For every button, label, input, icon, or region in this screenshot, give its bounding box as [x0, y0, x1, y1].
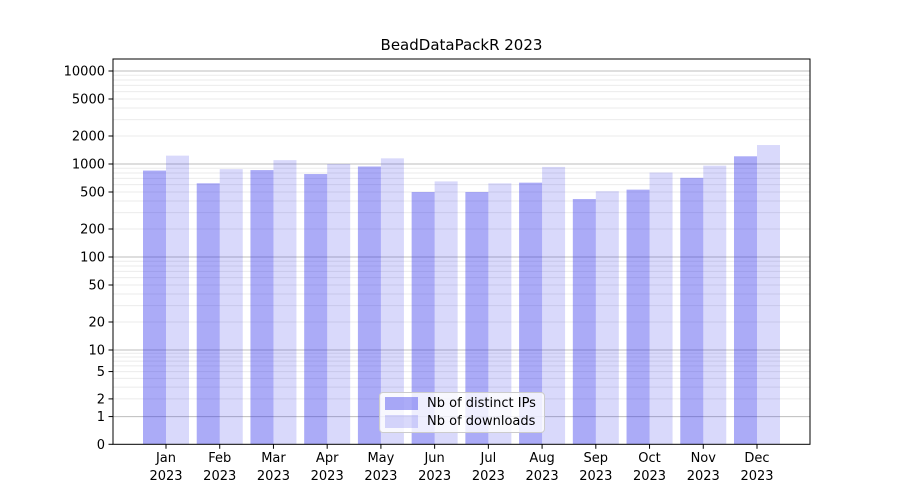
bar-nb-of-downloads-feb — [219, 169, 243, 445]
y-tick-label: 2 — [97, 392, 105, 407]
legend-swatch-distinct-ips — [385, 397, 418, 411]
bar-nb-of-distinct-ips-apr — [304, 174, 328, 445]
bar-nb-of-distinct-ips-sep — [572, 199, 596, 445]
x-tick-label-month: May — [367, 451, 394, 466]
y-tick-label: 100 — [80, 251, 105, 266]
legend-label-downloads: Nb of downloads — [427, 413, 536, 429]
x-tick-label-year: 2023 — [257, 469, 290, 484]
legend: Nb of distinct IPs Nb of downloads — [379, 392, 545, 433]
y-tick-label: 20 — [88, 316, 105, 331]
bar-nb-of-distinct-ips-jul — [465, 191, 489, 445]
x-tick-label-year: 2023 — [364, 469, 397, 484]
x-tick-label-year: 2023 — [579, 469, 612, 484]
legend-item-distinct-ips: Nb of distinct IPs — [385, 396, 540, 411]
bar-nb-of-downloads-jan — [166, 155, 189, 445]
bar-nb-of-distinct-ips-feb — [196, 183, 220, 445]
x-tick-label-year: 2023 — [418, 469, 451, 484]
y-tick-label: 50 — [88, 278, 105, 293]
x-tick-label-month: Jun — [423, 451, 444, 466]
x-tick-label-month: Jul — [480, 451, 497, 466]
bar-nb-of-downloads-apr — [327, 164, 351, 445]
bar-nb-of-distinct-ips-dec — [733, 156, 757, 445]
x-tick-label-month: Dec — [744, 451, 769, 466]
x-tick-label-year: 2023 — [203, 469, 236, 484]
x-tick-label-year: 2023 — [472, 469, 505, 484]
x-tick-label-month: Oct — [638, 451, 660, 466]
y-tick-label: 5000 — [72, 92, 105, 107]
bar-nb-of-downloads-jun — [434, 181, 458, 445]
x-tick-label-month: Aug — [529, 451, 554, 466]
bar-nb-of-downloads-aug — [542, 166, 566, 445]
bar-nb-of-downloads-nov — [703, 165, 727, 445]
y-tick-label: 1000 — [72, 158, 105, 173]
y-tick-label: 1 — [97, 410, 105, 425]
x-tick-label-month: Nov — [691, 451, 717, 466]
y-tick-label: 10000 — [64, 65, 105, 80]
bar-nb-of-distinct-ips-jun — [411, 191, 435, 445]
bar-nb-of-distinct-ips-oct — [626, 189, 650, 445]
bar-nb-of-downloads-dec — [756, 145, 780, 445]
bar-nb-of-downloads-jul — [488, 183, 512, 445]
legend-item-downloads: Nb of downloads — [385, 414, 540, 429]
legend-swatch-downloads — [385, 414, 418, 428]
x-tick-label-year: 2023 — [687, 469, 720, 484]
x-tick-label-year: 2023 — [740, 469, 773, 484]
y-tick-label: 10 — [88, 344, 105, 359]
x-tick-label-year: 2023 — [149, 469, 182, 484]
bar-nb-of-distinct-ips-aug — [519, 182, 543, 445]
x-tick-label-month: Sep — [584, 451, 609, 466]
bar-nb-of-distinct-ips-nov — [680, 177, 704, 445]
x-tick-label-month: Feb — [208, 451, 231, 466]
y-tick-label: 2000 — [72, 130, 105, 145]
bar-nb-of-downloads-may — [380, 158, 404, 445]
x-tick-label-year: 2023 — [311, 469, 344, 484]
y-tick-label: 200 — [80, 223, 105, 238]
x-tick-label-month: Apr — [316, 451, 339, 466]
legend-label-distinct-ips: Nb of distinct IPs — [427, 396, 536, 412]
x-tick-label-year: 2023 — [633, 469, 666, 484]
bar-nb-of-distinct-ips-may — [357, 166, 381, 445]
bar-nb-of-distinct-ips-jan — [143, 170, 166, 445]
x-tick-label-month: Mar — [261, 451, 286, 466]
bar-nb-of-distinct-ips-mar — [250, 170, 274, 445]
bar-nb-of-downloads-sep — [595, 191, 619, 445]
y-tick-label: 0 — [97, 438, 105, 453]
plot-border — [112, 58, 811, 445]
y-tick-label: 5 — [97, 365, 105, 380]
chart-title: BeadDataPackR 2023 — [380, 36, 543, 54]
bar-nb-of-downloads-oct — [649, 172, 673, 445]
bar-nb-of-downloads-mar — [273, 160, 297, 445]
x-tick-label-year: 2023 — [526, 469, 559, 484]
y-tick-label: 500 — [80, 185, 105, 200]
x-tick-label-month: Jan — [155, 451, 176, 466]
